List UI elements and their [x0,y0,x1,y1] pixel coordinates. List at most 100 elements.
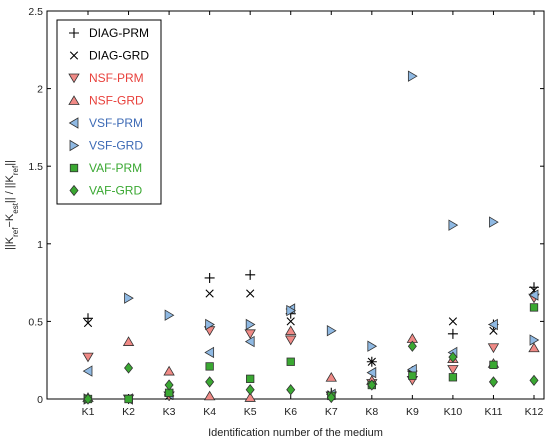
marker-diag-grd [205,289,214,298]
legend-marker [69,28,79,38]
series-vaf-grd [83,340,539,405]
marker-diag-grd [448,317,458,326]
marker-vaf-prm [489,360,498,370]
x-tick-label: K6 [284,406,297,418]
legend-marker [68,117,79,129]
marker-vaf-grd [407,340,417,352]
marker-diag-grd [286,317,295,326]
legend-marker [69,139,80,152]
y-tick-label: 0 [37,394,43,406]
marker-vsf-prm [204,346,215,359]
marker-diag-prm [245,269,256,280]
marker-vaf-prm [246,374,255,383]
marker-vsf-grd [164,309,175,321]
y-axis-label: ||Kref−Kest|| / ||Kref|| [4,160,20,250]
y-tick-label: 0.5 [28,316,43,328]
x-tick-label: K4 [203,406,216,418]
x-tick-label: K12 [525,406,544,418]
marker-nsf-grd [203,390,216,401]
legend-marker [69,51,79,60]
legend-label: VAF-GRD [89,184,142,198]
marker-vsf-grd [205,318,215,331]
marker-vsf-grd [529,334,540,346]
marker-vaf-prm [205,362,214,371]
marker-nsf-grd [163,365,175,376]
x-tick-label: K1 [82,406,95,418]
legend-label: DIAG-PRM [89,26,149,40]
data-markers [82,70,540,405]
legend-marker [68,73,80,84]
marker-vaf-grd [245,384,255,396]
y-tick-label: 1 [37,239,43,251]
marker-nsf-grd [244,392,256,402]
marker-nsf-grd [528,342,540,353]
marker-diag-prm [204,272,215,283]
x-tick-label: K8 [365,406,378,418]
legend-marker [68,95,80,105]
legend-label: VSF-PRM [89,116,143,130]
marker-vaf-grd [205,376,215,388]
marker-vsf-prm [528,289,539,301]
legend-box [56,19,162,205]
legend-label: DIAG-GRD [89,49,149,63]
y-tick-label: 2.5 [28,6,43,18]
marker-vsf-grd [286,304,297,317]
y-tick-label: 2 [37,84,43,96]
y-axis-ticks: 0 0.5 1 1.5 2 2.5 [28,6,544,406]
x-tick-label: K7 [325,406,338,418]
marker-vaf-prm [124,394,133,404]
marker-vsf-grd [367,340,378,352]
marker-vaf-prm [448,373,458,382]
marker-vaf-grd [448,351,458,363]
marker-vaf-prm [286,357,295,366]
legend-marker [69,163,79,173]
marker-nsf-prm [82,352,94,363]
marker-diag-prm [447,328,458,339]
marker-vsf-grd [124,292,134,304]
x-tick-label: K2 [122,406,135,418]
marker-diag-grd [367,357,376,366]
marker-nsf-prm [244,329,256,340]
marker-vsf-grd [448,219,459,231]
legend-label: VSF-GRD [89,139,143,153]
marker-vaf-prm [408,371,417,380]
marker-vsf-prm [488,318,498,331]
marker-diag-grd [83,318,93,328]
marker-vsf-prm [244,335,255,348]
legend-marker [69,184,79,197]
marker-vsf-grd [407,70,418,82]
marker-vsf-grd [326,325,337,337]
marker-nsf-grd [285,325,297,336]
legend-label: NSF-GRD [89,94,144,108]
legend: DIAG-PRM DIAG-GRD NSF-PRM NSF-GRD VSF-PRM VSF… [56,19,162,205]
marker-vaf-grd [367,379,377,391]
marker-vaf-grd [529,374,539,387]
marker-vaf-grd [124,362,134,374]
marker-vaf-grd [488,376,498,388]
marker-vaf-grd [164,379,174,391]
marker-nsf-grd [325,371,337,382]
legend-label: NSF-PRM [89,71,144,85]
x-tick-label: K10 [444,406,463,418]
marker-vsf-prm [82,365,93,377]
x-axis-label: Identification number of the medium [208,427,383,439]
marker-vsf-grd [489,216,499,228]
marker-nsf-prm [487,343,500,354]
marker-vaf-grd [286,384,296,396]
plot-border [46,10,545,400]
x-tick-label: K3 [163,406,176,418]
marker-vaf-prm [529,303,539,312]
x-tick-label: K9 [406,406,419,418]
marker-vaf-grd [83,393,93,405]
marker-diag-grd [246,289,255,298]
y-tick-label: 1.5 [28,161,43,173]
x-tick-label: K5 [244,406,257,418]
marker-vsf-prm [366,366,377,379]
marker-diag-prm [83,313,93,324]
legend-label: VAF-PRM [89,161,142,175]
marker-nsf-prm [285,335,297,346]
marker-nsf-grd [122,336,135,346]
plot-frame [46,10,545,400]
marker-vaf-grd [326,391,336,404]
